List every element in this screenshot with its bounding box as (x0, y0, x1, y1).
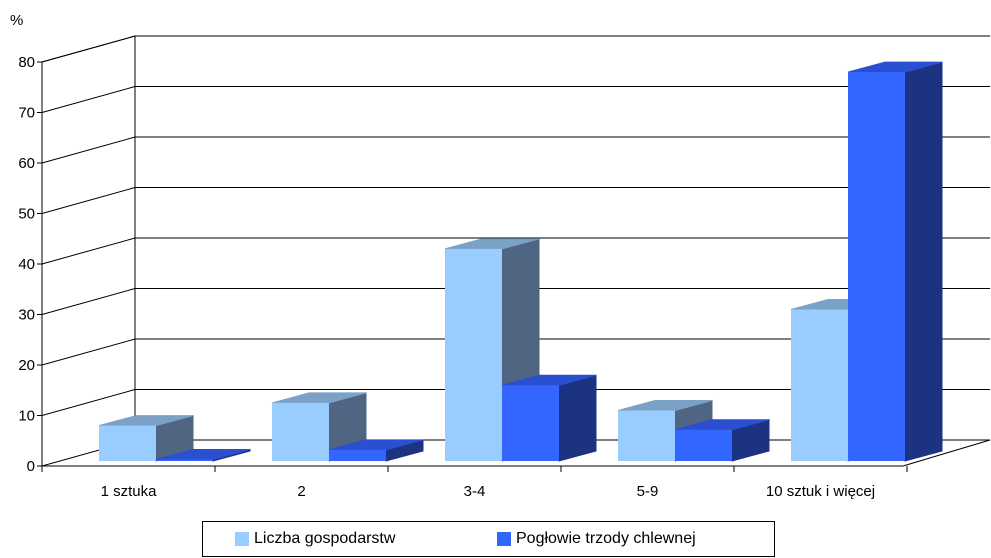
bars (98, 61, 943, 462)
gridline-side-3 (41, 288, 136, 315)
bar-2-1 (155, 448, 251, 462)
y-tick-label-5: 50 (18, 206, 35, 223)
bar-1-5-front (791, 309, 848, 461)
x-tick-label-3: 3-4 (464, 483, 486, 500)
bar-2-5-front (848, 72, 905, 462)
bar-2-3-side (558, 374, 597, 462)
y-tick-label-0: 0 (27, 458, 35, 475)
x-tick-label-4: 5-9 (637, 483, 659, 500)
bar-2-3-front (502, 385, 559, 461)
gridline-side-7 (41, 86, 136, 113)
bar-1-2-front (272, 402, 329, 461)
bar-2-5-side (904, 61, 943, 462)
bar-2-4 (674, 419, 770, 462)
gridline-side-6 (41, 136, 136, 164)
y-tick-label-2: 20 (18, 357, 35, 374)
gridline-side-8 (41, 35, 136, 63)
y-tick-label-4: 40 (18, 256, 35, 273)
legend-label-series-1: Liczba gospodarstw (254, 530, 396, 547)
bar-2-3 (501, 374, 597, 462)
bar-1-1 (98, 414, 194, 462)
x-tick-label-5: 10 sztuk i więcej (766, 483, 875, 500)
x-tick-label-2: 2 (297, 483, 305, 500)
legend-item-series-1: Liczba gospodarstw (235, 530, 395, 548)
legend-swatch-series-1 (235, 532, 249, 546)
x-tick-label-1: 1 sztuka (101, 483, 158, 500)
gridline-side-4 (41, 237, 136, 265)
gridline-side-2 (41, 338, 136, 366)
bar-2-2 (328, 439, 424, 462)
y-tick-label-8: 80 (18, 54, 35, 71)
gridline-side-5 (41, 187, 136, 214)
y-tick-label-3: 30 (18, 307, 35, 324)
legend-item-series-2: Pogłowie trzody chlewnej (497, 530, 696, 548)
y-axis-unit-label: % (10, 12, 23, 29)
legend-label-series-2: Pogłowie trzody chlewnej (516, 530, 696, 547)
bar-2-1-front (156, 459, 213, 461)
y-tick-label-6: 60 (18, 155, 35, 172)
y-tick-label-7: 70 (18, 105, 35, 122)
legend: Liczba gospodarstw Pogłowie trzody chlew… (202, 521, 775, 557)
bar-2-5 (847, 61, 943, 462)
axes (37, 61, 908, 472)
bar-2-4-front (675, 429, 732, 461)
bar-1-4-front (618, 410, 675, 461)
legend-swatch-series-2 (497, 532, 511, 546)
gridline-side-1 (41, 389, 136, 416)
bar-2-2-front (329, 449, 386, 461)
bar-1-1-front (99, 425, 156, 461)
axis-labels: 0 10 20 30 40 50 60 70 80 1 sztuka 2 3-4 5-9 10 sztuk… (18, 54, 875, 500)
bar-1-3-front (445, 248, 502, 461)
side-wall-edge (41, 35, 136, 440)
y-tick-label-1: 10 (18, 408, 35, 425)
